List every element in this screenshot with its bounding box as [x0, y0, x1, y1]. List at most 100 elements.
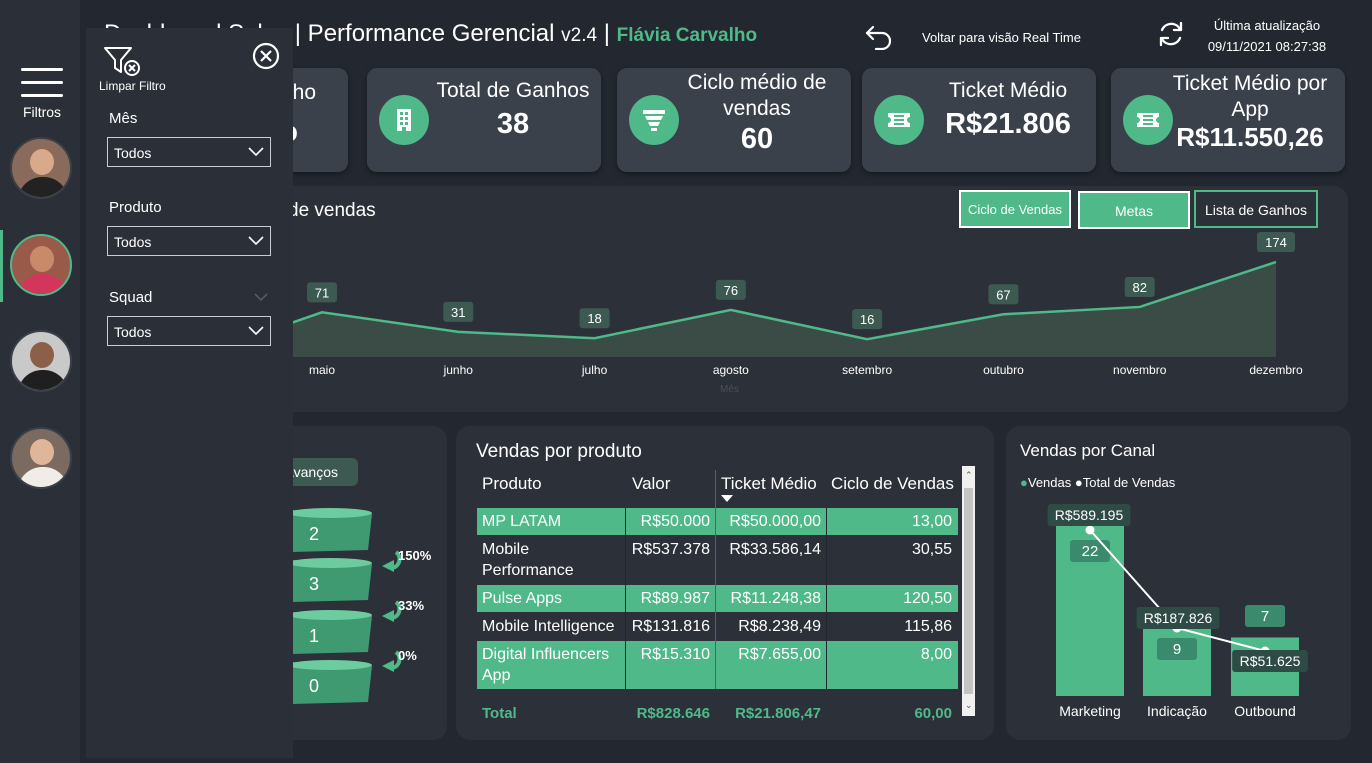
total-label: Total: [482, 705, 517, 722]
back-to-realtime-link[interactable]: Voltar para visão Real Time: [922, 30, 1081, 45]
left-rail: Filtros: [0, 0, 80, 763]
filter-produto-select[interactable]: Todos: [107, 226, 271, 256]
kpi-ciclo-medio-label: Ciclo médio de vendas: [687, 71, 827, 120]
conversion-label: 150%: [398, 548, 432, 563]
clear-filter-label[interactable]: Limpar Filtro: [99, 79, 166, 93]
col-header-ticket[interactable]: Ticket Médio: [721, 474, 817, 493]
funnel-level: [292, 560, 372, 602]
filter-panel: Limpar Filtro Mês Todos Produto Todos Sq…: [86, 28, 293, 758]
data-label-bg: [852, 309, 883, 330]
cell-ciclo: 13,00: [911, 513, 952, 530]
scrollbar-thumb[interactable]: [964, 488, 973, 694]
cell-ciclo: 115,86: [904, 618, 952, 635]
cell-valor: R$15.310: [640, 646, 710, 663]
filter-produto-value: Todos: [114, 234, 152, 250]
x-tick-label: agosto: [713, 363, 749, 377]
data-label: 18: [587, 311, 601, 326]
data-label: 71: [315, 285, 329, 300]
avatar-user-4[interactable]: [10, 427, 72, 489]
user-name: Flávia Carvalho: [616, 25, 758, 46]
data-label-bg: [443, 301, 474, 322]
products-title: Vendas por produto: [476, 441, 642, 462]
ciclo-de-vendas-button[interactable]: Ciclo de Vendas: [959, 190, 1071, 228]
kpi-ticket-app-value: R$11.550,26: [1176, 122, 1324, 152]
total-value-bg: [1136, 607, 1220, 629]
data-label-bg: [307, 282, 337, 303]
funnel-level-top: [288, 508, 372, 518]
col-header-produto[interactable]: Produto: [482, 474, 542, 493]
cell-ciclo: 120,50: [903, 590, 952, 607]
col-header-valor[interactable]: Valor: [632, 474, 671, 493]
clear-filter-icon[interactable]: [103, 44, 143, 78]
filter-squad-select[interactable]: Todos: [107, 316, 271, 346]
data-label: 67: [996, 287, 1010, 302]
cell-valor: R$89.987: [640, 590, 710, 607]
x-tick-label: setembro: [842, 363, 892, 377]
conversion-label: 33%: [398, 598, 424, 613]
filters-menu-label[interactable]: Filtros: [22, 104, 62, 120]
table-row[interactable]: Mobile Performance R$537.378 R$33.586,14…: [477, 536, 958, 584]
data-label-bg: [988, 284, 1019, 305]
x-tick-label: dezembro: [1249, 363, 1303, 377]
active-user-indicator: [0, 230, 3, 302]
cell-produto: Mobile Intelligence: [482, 618, 615, 635]
data-label-bg: [579, 308, 610, 329]
filter-squad-value: Todos: [114, 324, 152, 340]
table-row[interactable]: Mobile Intelligence R$131.816 R$8.238,49…: [477, 613, 958, 640]
col-header-ciclo[interactable]: Ciclo de Vendas: [831, 474, 954, 493]
scroll-down-icon[interactable]: ⌄: [965, 700, 973, 710]
scroll-up-icon[interactable]: ⌃: [965, 470, 973, 480]
table-total-row: Total R$828.646 R$21.806,47 60,00: [477, 700, 958, 726]
undo-arrow-icon[interactable]: [864, 20, 894, 50]
filter-mes-select[interactable]: Todos: [107, 137, 271, 167]
sort-desc-icon: [721, 495, 733, 502]
x-tick-label: julho: [581, 363, 608, 377]
avatar-user-1[interactable]: [10, 137, 72, 199]
cell-ciclo: 30,55: [911, 541, 952, 558]
avatar-user-3[interactable]: [10, 330, 72, 392]
legend-total-dot: ●: [1074, 475, 1083, 490]
avatar-user-2[interactable]: [10, 234, 72, 296]
legend-total-label: Total de Vendas: [1082, 475, 1176, 490]
chevron-down-icon[interactable]: [254, 293, 268, 302]
table-row[interactable]: MP LATAM R$50.000 R$50.000,00 13,00: [477, 508, 958, 535]
total-value-bg: [1047, 504, 1131, 526]
table-scrollbar[interactable]: ⌃ ⌄: [962, 466, 975, 716]
column-divider: [625, 508, 626, 689]
x-tick-label: maio: [309, 363, 335, 377]
x-tick-label: Marketing: [1059, 703, 1120, 719]
kpi-total-ganhos-value: 38: [496, 108, 530, 140]
total-series-point: [1085, 525, 1095, 535]
refresh-icon[interactable]: [1155, 18, 1187, 50]
legend-vendas-label: Vendas: [1027, 475, 1072, 490]
funnel-level-label: 2: [309, 524, 319, 544]
lista-de-ganhos-button[interactable]: Lista de Ganhos: [1194, 190, 1318, 228]
kpi-ciclo-medio-value: 60: [740, 123, 774, 155]
filter-produto-label: Produto: [109, 199, 162, 216]
area-fill: [292, 262, 1276, 357]
funnel-level-top: [288, 610, 372, 620]
total-value-label: R$187.826: [1144, 610, 1213, 626]
bar-value-label: 7: [1261, 608, 1269, 625]
bar-value-bg: [1070, 540, 1110, 562]
cell-produto: Pulse Apps: [482, 590, 563, 607]
data-label-bg: [1124, 276, 1155, 297]
kpi-card-total-ganhos: Total de Ganhos 38: [367, 68, 601, 172]
cell-ciclo: 8,00: [920, 646, 952, 663]
conversion-arrowhead-icon: [382, 660, 394, 672]
cell-ticket: R$33.586,14: [729, 541, 821, 558]
x-tick-label: Indicação: [1147, 703, 1207, 719]
canal-bar: [1056, 512, 1124, 696]
data-label: 76: [724, 283, 738, 298]
close-icon[interactable]: [251, 41, 281, 71]
cell-produto: MP LATAM: [482, 513, 562, 530]
metas-button[interactable]: Metas: [1078, 191, 1190, 229]
hamburger-menu-icon[interactable]: [21, 68, 63, 107]
canal-legend: ●Vendas ●Total de Vendas: [1020, 475, 1175, 490]
funnel-level-top: [288, 558, 372, 568]
table-row[interactable]: Digital Influencers App R$15.310 R$7.655…: [477, 641, 958, 689]
table-row[interactable]: Pulse Apps R$89.987 R$11.248,38 120,50: [477, 585, 958, 612]
column-divider: [826, 508, 827, 689]
